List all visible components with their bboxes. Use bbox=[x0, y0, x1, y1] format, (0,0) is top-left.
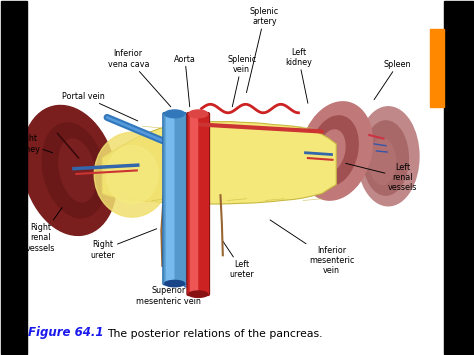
FancyBboxPatch shape bbox=[190, 113, 198, 295]
Ellipse shape bbox=[310, 116, 358, 186]
FancyBboxPatch shape bbox=[165, 113, 174, 284]
Text: Figure 64.1: Figure 64.1 bbox=[28, 327, 104, 339]
Text: Left
ureter: Left ureter bbox=[223, 241, 254, 279]
Text: Portal vein: Portal vein bbox=[62, 92, 138, 121]
Text: Splenic
vein: Splenic vein bbox=[227, 55, 256, 107]
Text: Left
renal
vessels: Left renal vessels bbox=[346, 163, 417, 192]
Text: Splenic
artery: Splenic artery bbox=[246, 7, 279, 93]
FancyBboxPatch shape bbox=[187, 113, 210, 296]
Text: Inferior
mesenteric
vein: Inferior mesenteric vein bbox=[270, 220, 354, 275]
Ellipse shape bbox=[318, 130, 345, 172]
Text: Right
kidney: Right kidney bbox=[13, 134, 53, 154]
Ellipse shape bbox=[370, 138, 396, 185]
Ellipse shape bbox=[22, 105, 117, 235]
Ellipse shape bbox=[164, 280, 184, 287]
Ellipse shape bbox=[106, 146, 158, 204]
Text: Aorta: Aorta bbox=[174, 55, 196, 107]
Text: The posterior relations of the pancreas.: The posterior relations of the pancreas. bbox=[107, 329, 322, 339]
Ellipse shape bbox=[364, 121, 408, 195]
Ellipse shape bbox=[164, 110, 184, 118]
Text: Left
kidney: Left kidney bbox=[285, 48, 312, 103]
Ellipse shape bbox=[357, 107, 419, 206]
Text: Superior
mesenteric vein: Superior mesenteric vein bbox=[136, 252, 201, 306]
Ellipse shape bbox=[94, 132, 170, 217]
Text: Inferior
vena cava: Inferior vena cava bbox=[108, 49, 171, 107]
Ellipse shape bbox=[189, 291, 208, 297]
Bar bbox=[430, 29, 444, 107]
Ellipse shape bbox=[59, 139, 96, 202]
Ellipse shape bbox=[189, 110, 208, 118]
Text: Spleen: Spleen bbox=[374, 60, 411, 100]
Polygon shape bbox=[102, 122, 336, 204]
Bar bbox=[0, 1, 27, 354]
Ellipse shape bbox=[300, 102, 373, 200]
Bar bbox=[444, 1, 474, 354]
Text: Right
renal
vessels: Right renal vessels bbox=[26, 208, 62, 252]
FancyBboxPatch shape bbox=[163, 113, 186, 285]
Text: Right
ureter: Right ureter bbox=[90, 229, 156, 260]
Ellipse shape bbox=[42, 123, 106, 218]
